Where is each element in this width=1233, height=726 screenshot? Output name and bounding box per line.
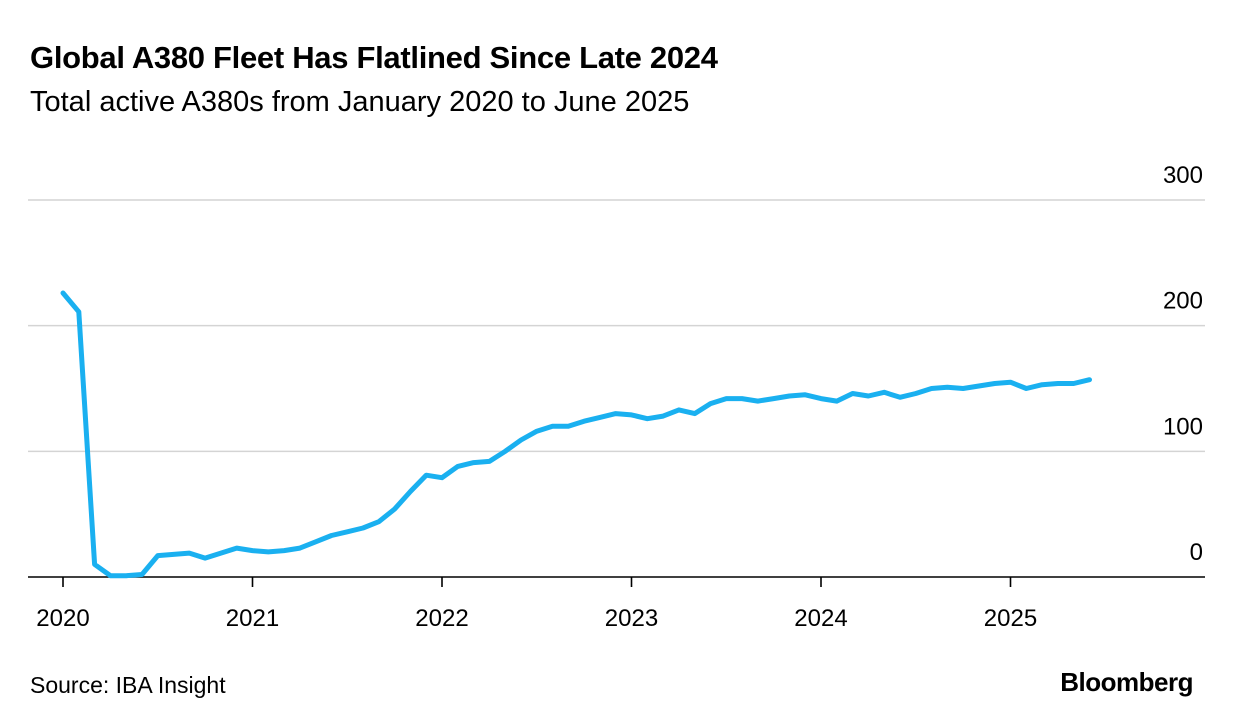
x-tick-label: 2025 <box>984 605 1037 632</box>
x-axis-ticks: 2020 2021 2022 2023 2024 2025 <box>36 577 1037 632</box>
x-tick-label: 2024 <box>794 605 847 632</box>
chart-title: Global A380 Fleet Has Flatlined Since La… <box>30 40 718 75</box>
series-line-0 <box>60 290 1092 579</box>
bloomberg-logo: Bloomberg <box>1060 667 1193 697</box>
y-tick-label: 200 <box>1163 288 1203 315</box>
series-layer <box>60 290 1092 579</box>
chart-subtitle: Total active A380s from January 2020 to … <box>30 86 690 118</box>
gridlines <box>28 199 1205 578</box>
x-tick-label: 2020 <box>36 605 89 632</box>
x-tick-label: 2022 <box>415 605 468 632</box>
x-tick-label: 2023 <box>605 605 658 632</box>
y-tick-label: 100 <box>1163 413 1203 440</box>
x-tick-label: 2021 <box>226 605 279 632</box>
y-tick-label: 0 <box>1190 539 1203 566</box>
source-note: Source: IBA Insight <box>30 672 226 698</box>
y-axis-ticks: 0 100 200 300 <box>1163 162 1203 566</box>
y-tick-label: 300 <box>1163 162 1203 189</box>
